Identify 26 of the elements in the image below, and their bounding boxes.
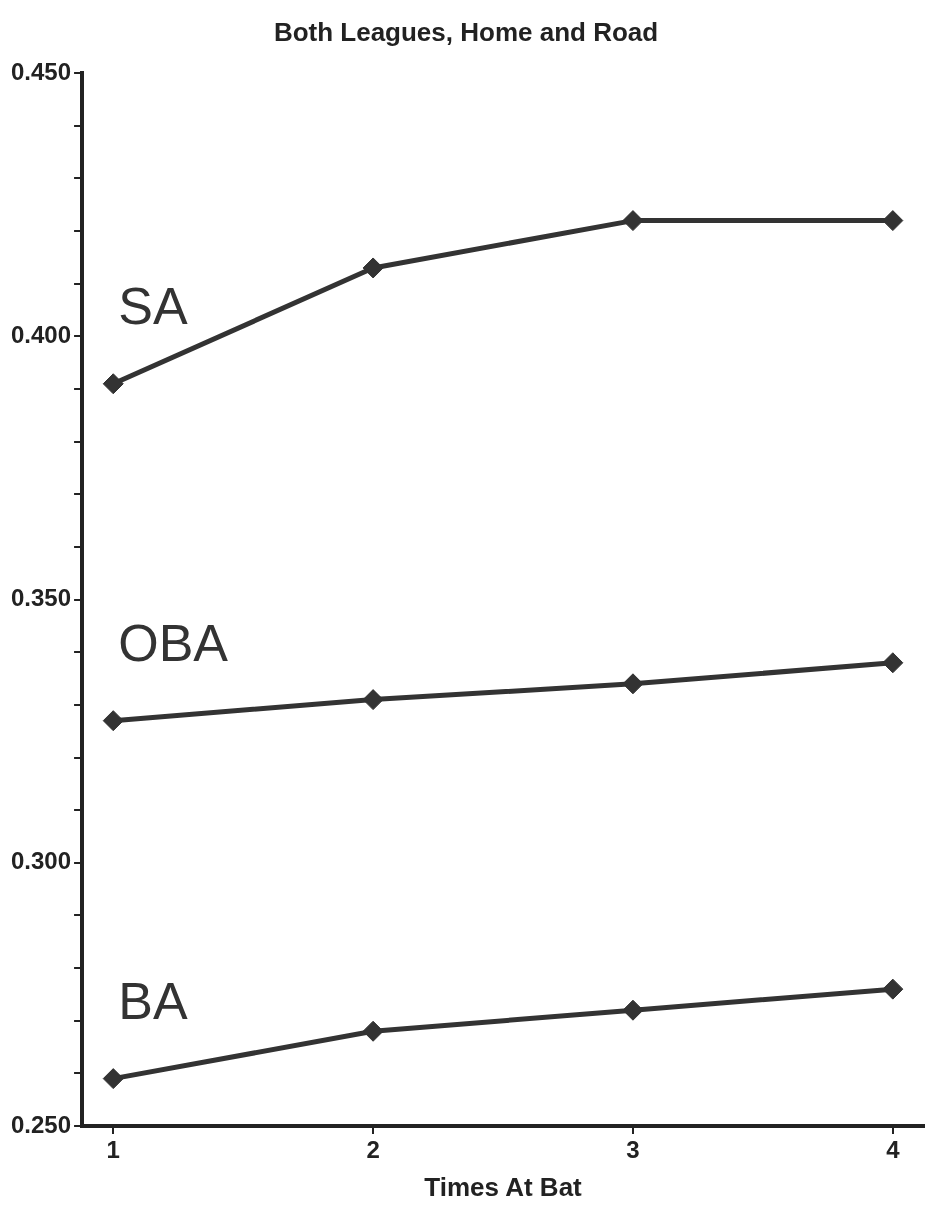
series-label: BA bbox=[118, 971, 188, 1030]
point bbox=[362, 1020, 384, 1042]
point bbox=[882, 210, 904, 232]
chart-title: Both Leagues, Home and Road bbox=[273, 16, 659, 47]
x-axis-title: Times At Bat bbox=[424, 1171, 583, 1202]
point bbox=[362, 257, 384, 279]
point bbox=[882, 978, 904, 1000]
y-tick-label: 0.450 bbox=[11, 57, 72, 85]
point bbox=[102, 710, 124, 732]
point bbox=[102, 1068, 124, 1090]
y-tick-label: 0.400 bbox=[11, 321, 72, 349]
point bbox=[622, 999, 644, 1021]
point bbox=[622, 673, 644, 695]
point bbox=[622, 210, 644, 232]
y-tick-label: 0.250 bbox=[11, 1110, 72, 1138]
point bbox=[882, 652, 904, 674]
point bbox=[102, 373, 124, 395]
point bbox=[362, 689, 384, 711]
x-tick-label: 2 bbox=[366, 1136, 380, 1164]
x-tick-label: 1 bbox=[106, 1136, 120, 1164]
x-tick-label: 4 bbox=[886, 1136, 901, 1164]
y-tick-label: 0.300 bbox=[11, 847, 72, 875]
x-tick-label: 3 bbox=[626, 1136, 640, 1164]
series-label: SA bbox=[118, 276, 188, 335]
y-tick-label: 0.350 bbox=[11, 584, 72, 612]
series-label: OBA bbox=[118, 613, 229, 672]
